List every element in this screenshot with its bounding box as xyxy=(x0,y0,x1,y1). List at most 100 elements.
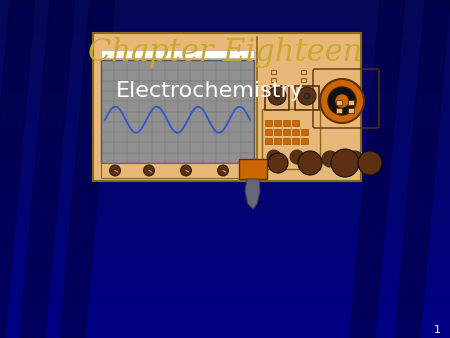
Bar xyxy=(0,236,450,241)
Bar xyxy=(0,155,450,161)
Bar xyxy=(0,0,450,4)
Bar xyxy=(0,232,450,237)
Polygon shape xyxy=(0,0,35,338)
Bar xyxy=(265,138,272,144)
Bar xyxy=(0,126,450,131)
Bar xyxy=(0,295,450,300)
Circle shape xyxy=(180,165,192,176)
Circle shape xyxy=(274,93,280,99)
Bar xyxy=(292,120,299,126)
Bar xyxy=(101,163,254,178)
Bar xyxy=(0,54,450,59)
Bar xyxy=(0,79,450,84)
Bar xyxy=(0,240,450,245)
Bar xyxy=(0,299,450,304)
Bar xyxy=(0,50,450,55)
Polygon shape xyxy=(20,0,75,338)
Bar xyxy=(0,269,450,274)
Bar xyxy=(0,257,450,262)
Bar xyxy=(0,185,450,190)
Polygon shape xyxy=(395,0,450,338)
Bar xyxy=(0,333,450,338)
Circle shape xyxy=(217,165,229,176)
Bar xyxy=(301,70,306,74)
Bar xyxy=(0,274,450,279)
Bar xyxy=(93,33,361,181)
Bar xyxy=(0,67,450,72)
Bar xyxy=(0,147,450,152)
Bar xyxy=(0,46,450,51)
Polygon shape xyxy=(350,0,405,338)
Bar xyxy=(295,86,319,110)
Text: Electrochemistry: Electrochemistry xyxy=(116,81,304,101)
Bar xyxy=(0,291,450,296)
Bar xyxy=(271,78,276,82)
Bar xyxy=(0,117,450,123)
Bar xyxy=(0,282,450,287)
Bar xyxy=(0,160,450,165)
Bar xyxy=(262,109,320,169)
Bar xyxy=(0,88,450,93)
Bar xyxy=(301,138,308,144)
Bar xyxy=(0,41,450,47)
Text: Chapter Eighteen: Chapter Eighteen xyxy=(88,38,362,69)
Bar xyxy=(348,100,354,105)
Bar xyxy=(0,96,450,101)
Bar xyxy=(0,324,450,330)
Bar xyxy=(0,286,450,291)
Circle shape xyxy=(144,165,154,176)
Bar xyxy=(283,120,290,126)
Bar xyxy=(0,172,450,177)
Bar xyxy=(0,83,450,89)
Circle shape xyxy=(290,150,304,164)
Bar xyxy=(0,105,450,110)
Bar xyxy=(0,7,450,13)
Circle shape xyxy=(268,87,286,105)
Bar xyxy=(292,138,299,144)
Bar xyxy=(0,193,450,198)
Bar xyxy=(0,329,450,334)
Circle shape xyxy=(320,79,364,123)
Bar xyxy=(274,138,281,144)
Bar xyxy=(0,12,450,17)
Bar xyxy=(0,308,450,313)
Text: 1: 1 xyxy=(433,325,441,335)
Bar xyxy=(292,129,299,135)
Polygon shape xyxy=(60,0,115,338)
Bar xyxy=(0,134,450,140)
Bar xyxy=(0,168,450,173)
Bar xyxy=(0,37,450,42)
Bar xyxy=(0,223,450,228)
Circle shape xyxy=(358,151,382,175)
Circle shape xyxy=(335,94,349,108)
Bar xyxy=(348,108,354,113)
Bar xyxy=(0,248,450,254)
Bar xyxy=(336,108,342,113)
Bar xyxy=(301,78,306,82)
Bar xyxy=(0,58,450,64)
Circle shape xyxy=(268,153,288,173)
Bar xyxy=(0,113,450,118)
Bar xyxy=(301,129,308,135)
Bar xyxy=(0,33,450,38)
Bar xyxy=(0,261,450,266)
Bar xyxy=(0,278,450,283)
Bar xyxy=(0,151,450,156)
Bar xyxy=(265,129,272,135)
Bar xyxy=(0,206,450,211)
Bar xyxy=(0,130,450,135)
Circle shape xyxy=(331,149,359,177)
Bar xyxy=(0,16,450,21)
Bar xyxy=(283,129,290,135)
Bar xyxy=(0,176,450,182)
Bar xyxy=(0,198,450,203)
Bar xyxy=(0,181,450,186)
Circle shape xyxy=(347,151,363,167)
Bar xyxy=(0,210,450,216)
Circle shape xyxy=(267,150,281,164)
Bar xyxy=(0,92,450,97)
Bar xyxy=(0,100,450,105)
Bar xyxy=(0,244,450,249)
Bar xyxy=(0,316,450,321)
Bar xyxy=(0,265,450,270)
